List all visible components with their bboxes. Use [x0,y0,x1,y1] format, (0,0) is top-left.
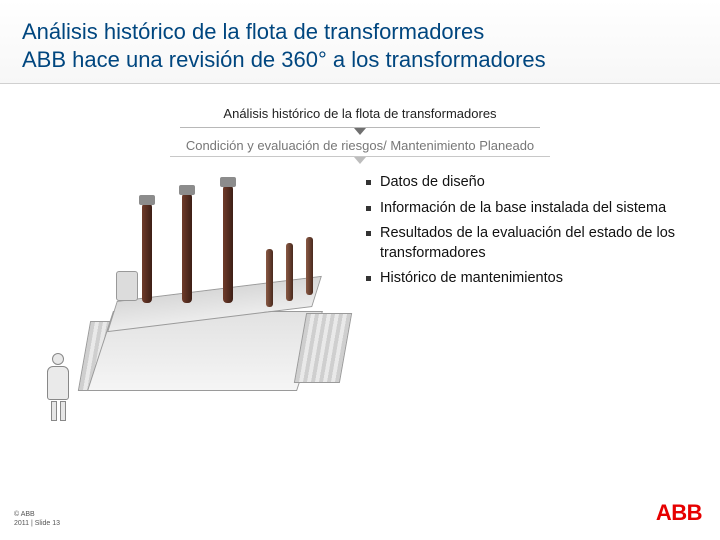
divider-arrow-icon [170,156,550,157]
section-header-1: Análisis histórico de la flota de transf… [0,106,720,125]
hv-bushing-icon [182,193,192,303]
section-header-2: Condición y evaluación de riesgos/ Mante… [0,138,720,153]
divider-arrow-icon [180,127,540,128]
footer-line-2: 2011 | Slide 13 [14,520,60,528]
list-item: Histórico de mantenimientos [366,269,700,289]
list-item: Información de la base instalada del sis… [366,199,700,219]
footer-line-1: © ABB [14,511,60,519]
list-item: Resultados de la evaluación del estado d… [366,224,700,263]
lv-bushing-icon [306,237,313,295]
title-line-2: ABB hace una revisión de 360° a los tran… [22,46,698,74]
person-scale-icon [38,353,78,423]
body-row: Datos de diseño Información de la base i… [0,171,720,421]
transformer-illustration [20,171,360,421]
lv-bushing-icon [286,243,293,301]
hv-bushing-icon [223,185,233,303]
hv-bushing-icon [142,203,152,303]
title-block: Análisis histórico de la flota de transf… [0,0,720,84]
list-item: Datos de diseño [366,173,700,193]
logo-text: ABB [656,500,702,526]
section-headers: Análisis histórico de la flota de transf… [0,106,720,157]
lv-bushing-icon [266,249,273,307]
footer-copyright: © ABB 2011 | Slide 13 [14,511,60,528]
abb-logo: ABB [656,500,702,526]
title-line-1: Análisis histórico de la flota de transf… [22,18,698,46]
conservator-tank-icon [116,271,138,301]
bullet-list: Datos de diseño Información de la base i… [360,171,700,421]
